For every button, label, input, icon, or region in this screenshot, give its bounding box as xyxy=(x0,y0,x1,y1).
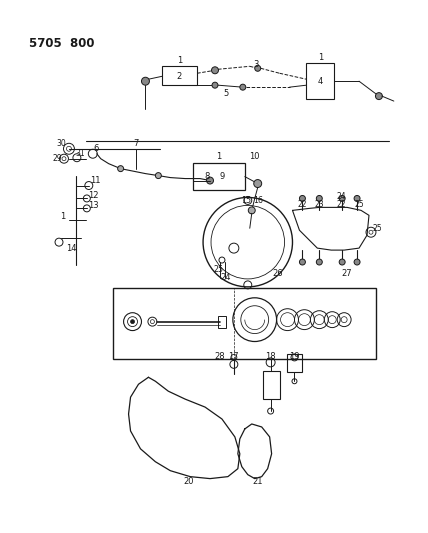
Bar xyxy=(306,63,334,99)
Text: 5: 5 xyxy=(223,88,229,98)
Circle shape xyxy=(339,259,345,265)
Circle shape xyxy=(255,66,261,71)
Circle shape xyxy=(300,259,306,265)
Text: 8: 8 xyxy=(204,172,210,181)
Text: 19: 19 xyxy=(289,352,300,361)
Text: 11: 11 xyxy=(91,176,101,185)
Text: 25: 25 xyxy=(372,224,382,233)
Circle shape xyxy=(131,320,134,324)
Bar xyxy=(162,66,197,85)
Circle shape xyxy=(354,196,360,201)
Text: 28: 28 xyxy=(215,352,225,361)
Text: 1: 1 xyxy=(60,212,65,221)
Text: 20: 20 xyxy=(183,477,193,486)
Text: 9: 9 xyxy=(219,172,225,181)
Circle shape xyxy=(155,173,161,179)
Text: 2: 2 xyxy=(177,72,182,80)
Text: 12: 12 xyxy=(89,191,99,200)
Text: 25: 25 xyxy=(213,265,223,274)
Text: 24: 24 xyxy=(336,192,346,201)
Text: 10: 10 xyxy=(250,152,260,161)
Text: 22: 22 xyxy=(336,200,346,209)
Text: 7: 7 xyxy=(133,139,138,148)
Text: 1: 1 xyxy=(216,152,222,161)
Bar xyxy=(193,163,245,190)
Circle shape xyxy=(375,93,382,100)
Text: 29: 29 xyxy=(52,154,62,163)
Text: 15: 15 xyxy=(241,196,251,205)
Circle shape xyxy=(118,166,124,172)
Text: 16: 16 xyxy=(253,196,263,205)
Text: 21: 21 xyxy=(253,477,263,486)
Circle shape xyxy=(211,67,218,74)
Text: 31: 31 xyxy=(75,149,85,158)
Text: 6: 6 xyxy=(93,144,98,154)
Bar xyxy=(218,316,226,328)
Text: 30: 30 xyxy=(56,139,66,148)
Circle shape xyxy=(339,196,345,201)
Text: 23: 23 xyxy=(315,200,324,209)
Text: 24: 24 xyxy=(221,273,231,282)
Text: 4: 4 xyxy=(318,77,323,86)
Circle shape xyxy=(240,84,246,90)
Text: 14: 14 xyxy=(65,244,76,253)
Text: 5705  800: 5705 800 xyxy=(29,37,95,50)
Text: 17: 17 xyxy=(229,352,239,361)
Circle shape xyxy=(248,207,255,214)
Circle shape xyxy=(316,196,322,201)
Circle shape xyxy=(300,196,306,201)
Text: 1: 1 xyxy=(318,53,323,62)
Text: 22: 22 xyxy=(297,200,307,209)
Circle shape xyxy=(212,82,218,88)
Bar xyxy=(263,372,279,399)
Circle shape xyxy=(316,259,322,265)
Bar xyxy=(286,354,303,373)
Circle shape xyxy=(207,177,214,184)
Text: 3: 3 xyxy=(253,60,259,69)
Circle shape xyxy=(354,259,360,265)
Bar xyxy=(113,288,376,359)
Text: 1: 1 xyxy=(177,56,182,65)
Text: 18: 18 xyxy=(265,352,276,361)
Circle shape xyxy=(142,77,149,85)
Text: 27: 27 xyxy=(342,270,352,278)
Text: 25: 25 xyxy=(354,200,364,209)
Circle shape xyxy=(254,180,262,188)
Text: 13: 13 xyxy=(89,201,99,210)
Text: 26: 26 xyxy=(272,270,283,278)
